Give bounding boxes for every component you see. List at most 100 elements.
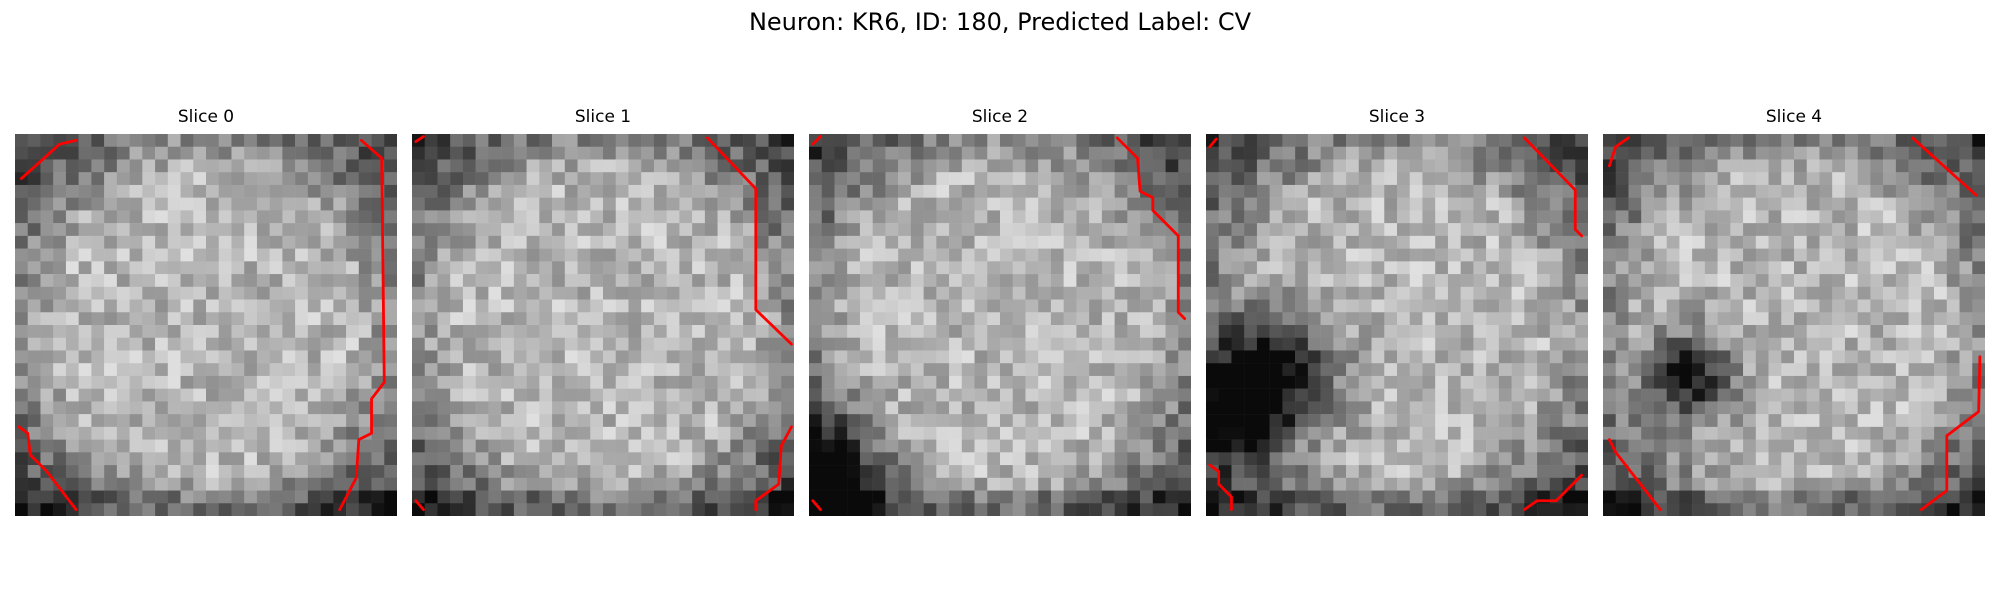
pixel [462,388,476,402]
pixel [666,426,680,440]
pixel [65,350,79,364]
pixel [653,414,667,428]
pixel [564,172,578,186]
pixel [256,134,270,147]
pixel [949,299,963,313]
pixel [1089,439,1103,453]
pixel [577,337,591,351]
pixel [1908,146,1922,160]
pixel [462,439,476,453]
pixel [384,172,397,186]
pixel [1537,210,1551,224]
pixel [1972,465,1985,479]
pixel [1524,388,1538,402]
pixel [755,235,769,249]
pixel [1692,490,1706,504]
pixel [1358,465,1372,479]
pixel [1231,465,1245,479]
pixel [1921,426,1935,440]
pixel [821,414,835,428]
pixel [1806,350,1820,364]
pixel [1692,337,1706,351]
pixel [1358,388,1372,402]
pixel [1127,274,1141,288]
pixel [193,439,207,453]
pixel [910,235,924,249]
pixel [1921,388,1935,402]
pixel [1819,172,1833,186]
pixel [1768,350,1782,364]
pixel [755,184,769,198]
pixel [1549,350,1563,364]
pixel [1256,261,1270,275]
pixel [603,439,616,453]
pixel [987,134,1001,147]
pixel [1603,388,1616,402]
pixel [1921,375,1935,389]
pixel [1397,337,1410,351]
pixel [1012,325,1026,338]
pixel [167,286,181,300]
pixel [1972,248,1985,262]
pixel [1934,312,1948,326]
pixel [1231,286,1245,300]
pixel [371,465,385,479]
pixel [1218,299,1232,313]
pixel [1743,350,1757,364]
pixel [53,375,67,389]
pixel [679,350,693,364]
pixel [768,375,782,389]
pixel [371,426,385,440]
pixel [1333,465,1347,479]
pixel [1409,274,1423,288]
pixel [834,197,848,211]
pixel [1603,414,1616,428]
pixel [282,312,296,326]
pixel [1397,159,1410,173]
pixel [1908,465,1922,479]
pixel [666,490,680,504]
pixel [1486,134,1500,147]
pixel [961,490,975,504]
pixel [1524,401,1538,415]
pixel [371,363,385,377]
pixel [91,274,105,288]
pixel [269,363,283,377]
pixel [1730,439,1744,453]
pixel [244,490,258,504]
pixel [1269,223,1283,237]
pixel [1333,210,1347,224]
pixel [1384,159,1398,173]
pixel [1895,159,1909,173]
pixel [1806,274,1820,288]
pixel [1152,414,1166,428]
pixel [1473,477,1487,491]
pixel [27,210,41,224]
pixel [1794,223,1807,237]
pixel [231,184,245,198]
pixel [333,401,347,415]
pixel [475,235,489,249]
pixel [358,375,372,389]
pixel [1269,350,1283,364]
pixel [1397,325,1410,338]
pixel [1692,363,1706,377]
pixel [1447,134,1461,147]
pixel [526,235,540,249]
pixel [564,134,578,147]
pixel [231,146,245,160]
pixel [1870,197,1884,211]
pixel [1371,210,1385,224]
pixel [295,146,309,160]
pixel [424,375,438,389]
pixel [155,375,169,389]
pixel [1498,477,1512,491]
pixel [1371,146,1385,160]
pixel [1063,490,1077,504]
pixel [1641,134,1655,147]
pixel [1063,388,1077,402]
pixel [628,401,642,415]
pixel [358,286,372,300]
pixel [1384,210,1398,224]
pixel [1575,312,1588,326]
